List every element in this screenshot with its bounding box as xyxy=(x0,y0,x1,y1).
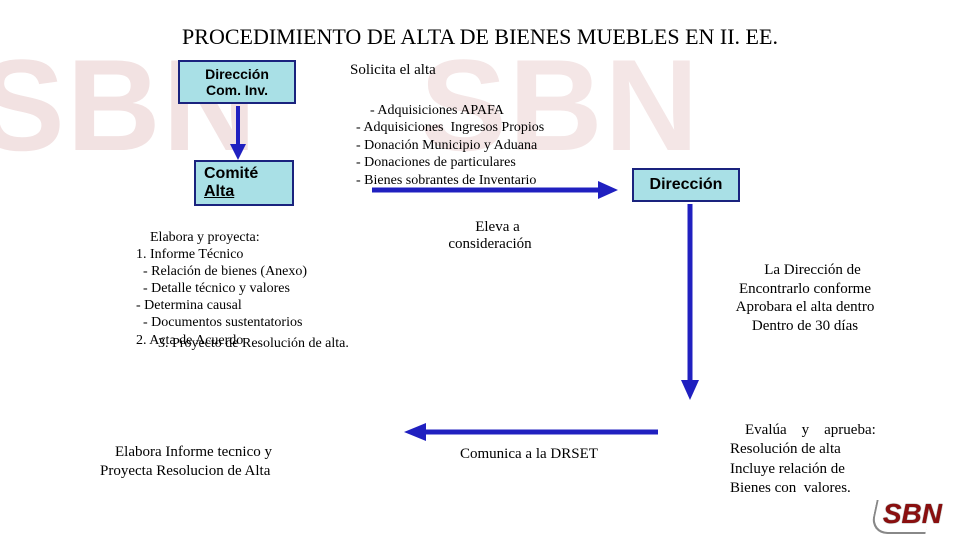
label-adq-text: - Adquisiciones APAFA - Adquisiciones In… xyxy=(356,103,544,188)
logo-text: SBN xyxy=(883,498,942,529)
watermark-text: SBN xyxy=(0,32,258,178)
box-comite-line1: Comité xyxy=(204,165,258,183)
label-evalua-text: Evalúa y aprueba: Resolución de alta Inc… xyxy=(730,422,876,496)
label-da-text: La Dirección de Encontrarlo conforme Apr… xyxy=(736,262,875,334)
label-evalua: Evalúa y aprueba: Resolución de alta Inc… xyxy=(730,402,876,517)
logo-sbn: SBN xyxy=(883,498,942,530)
label-eleva-text: Eleva a consideración xyxy=(448,219,531,252)
arrow-comunica-left xyxy=(400,420,660,444)
watermark-left: SBN xyxy=(0,30,258,180)
box-dci-line2: Com. Inv. xyxy=(206,82,268,98)
box-direccion: Dirección xyxy=(632,168,740,202)
box-dci-line1: Dirección xyxy=(205,66,269,82)
label-ep-text: Elabora y proyecta: 1. Informe Técnico -… xyxy=(136,230,307,347)
label-pr-text: 3. Proyecto de Resolución de alta. xyxy=(158,336,349,351)
label-eleva: Eleva a consideración xyxy=(420,202,560,270)
box-direccion-com-inv: Dirección Com. Inv. xyxy=(178,60,296,104)
box-direccion-line1: Dirección xyxy=(650,176,723,194)
label-solicita: Solicita el alta xyxy=(350,62,436,79)
label-comunica: Comunica a la DRSET xyxy=(460,446,598,463)
label-elabora-informe: Elabora Informe tecnico y Proyecta Resol… xyxy=(100,424,272,499)
label-proyecto-resolucion: 3. Proyecto de Resolución de alta. xyxy=(158,336,349,352)
page-root: SBN SBN PROCEDIMIENTO DE ALTA DE BIENES … xyxy=(0,0,960,540)
box-comite-line2: Alta xyxy=(204,183,234,201)
title-text: PROCEDIMIENTO DE ALTA DE BIENES MUEBLES … xyxy=(182,24,778,49)
page-title: PROCEDIMIENTO DE ALTA DE BIENES MUEBLES … xyxy=(0,24,960,50)
box-comite-alta: Comité Alta xyxy=(194,160,294,206)
label-ei-text: Elabora Informe tecnico y Proyecta Resol… xyxy=(100,444,272,479)
arrow-dci-to-comite xyxy=(226,104,250,162)
label-comunica-text: Comunica a la DRSET xyxy=(460,446,598,462)
arrow-comite-to-direccion xyxy=(370,178,620,202)
label-solicita-text: Solicita el alta xyxy=(350,62,436,78)
arrow-direccion-down xyxy=(678,202,702,402)
label-direccion-aprob: La Dirección de Encontrarlo conforme Apr… xyxy=(690,242,920,355)
